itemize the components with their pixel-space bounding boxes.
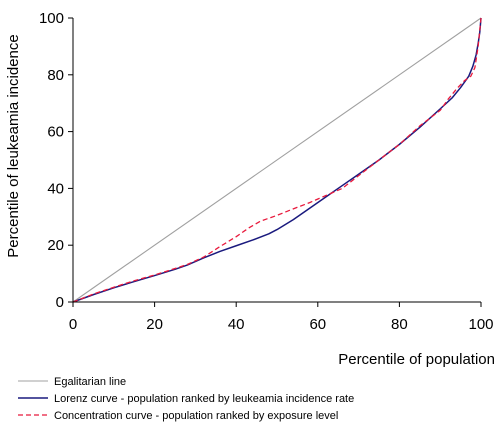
legend-label-3: Concentration curve - population ranked … [54, 410, 338, 422]
x-tick-label: 0 [69, 316, 77, 333]
x-axis-title: Percentile of population [338, 351, 495, 368]
x-tick-label: 60 [309, 316, 326, 333]
y-tick-label: 60 [47, 124, 64, 141]
y-tick-label: 40 [47, 180, 64, 197]
x-tick-label: 20 [146, 316, 163, 333]
y-axis-title: Percentile of leukeamia incidence [5, 34, 22, 257]
series-line-2 [72, 17, 482, 303]
axes: 0 20 40 60 80 100 0 20 40 60 80 100 [39, 10, 494, 333]
legend: Egalitarian line Lorenz curve - populatio… [18, 376, 354, 422]
series-line-1 [72, 17, 482, 303]
plot-area [72, 17, 482, 303]
x-tick-label: 80 [391, 316, 408, 333]
legend-label-2: Lorenz curve - population ranked by leuk… [54, 393, 354, 405]
series-line-3 [72, 17, 482, 303]
x-tick-label: 40 [228, 316, 245, 333]
y-tick-label: 0 [56, 294, 64, 311]
y-tick-label: 100 [39, 10, 64, 27]
legend-label-1: Egalitarian line [54, 376, 126, 388]
y-tick-label: 80 [47, 67, 64, 84]
x-tick-label: 100 [468, 316, 493, 333]
y-tick-label: 20 [47, 237, 64, 254]
